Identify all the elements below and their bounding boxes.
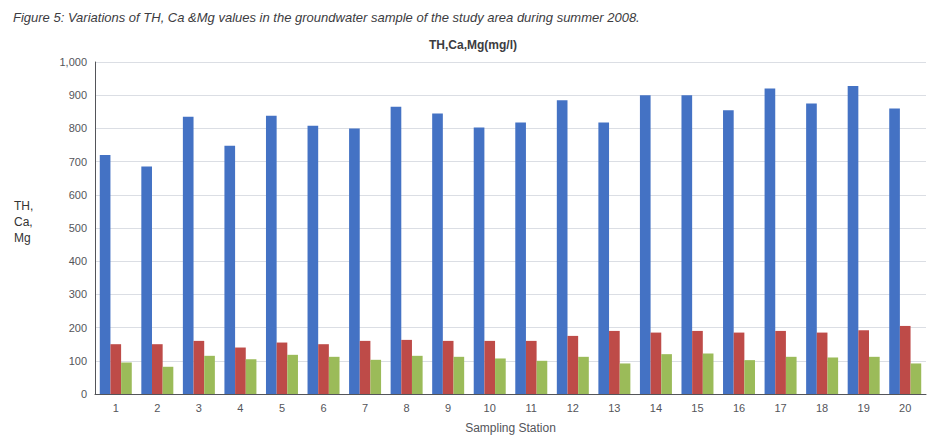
svg-text:1,000: 1,000 [59,56,87,68]
svg-text:8: 8 [404,402,410,414]
svg-text:17: 17 [774,402,786,414]
svg-text:20: 20 [899,402,911,414]
svg-text:7: 7 [362,402,368,414]
svg-text:14: 14 [650,402,662,414]
svg-text:13: 13 [608,402,620,414]
svg-text:2: 2 [154,402,160,414]
svg-text:1: 1 [113,402,119,414]
svg-text:10: 10 [484,402,496,414]
svg-text:16: 16 [733,402,745,414]
svg-text:15: 15 [691,402,703,414]
svg-text:0: 0 [81,388,87,400]
svg-text:700: 700 [69,156,87,168]
svg-text:600: 600 [69,189,87,201]
svg-text:12: 12 [567,402,579,414]
svg-text:900: 900 [69,89,87,101]
svg-text:TH,Ca,Mg(mg/l): TH,Ca,Mg(mg/l) [429,38,517,52]
svg-text:Ca,: Ca, [14,215,33,229]
svg-text:3: 3 [196,402,202,414]
svg-text:18: 18 [816,402,828,414]
svg-text:5: 5 [279,402,285,414]
svg-text:19: 19 [858,402,870,414]
svg-text:400: 400 [69,255,87,267]
svg-text:500: 500 [69,222,87,234]
svg-text:Sampling Station: Sampling Station [465,421,556,435]
svg-text:100: 100 [69,355,87,367]
svg-text:200: 200 [69,322,87,334]
svg-text:Mg: Mg [14,231,31,245]
svg-text:4: 4 [237,402,243,414]
svg-text:9: 9 [445,402,451,414]
svg-text:800: 800 [69,122,87,134]
svg-text:TH,: TH, [14,199,33,213]
svg-text:300: 300 [69,288,87,300]
svg-text:Figure 5: Variations of TH, Ca: Figure 5: Variations of TH, Ca &Mg value… [13,10,640,25]
svg-text:11: 11 [526,402,537,414]
svg-text:6: 6 [320,402,326,414]
